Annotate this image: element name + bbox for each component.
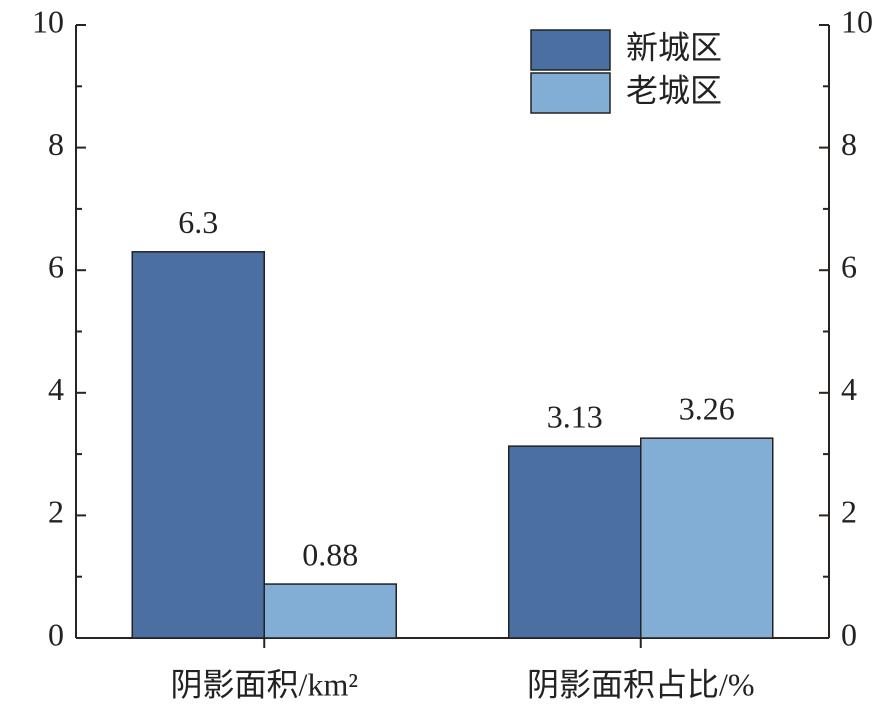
y-tick-label: 8	[48, 126, 64, 162]
legend-swatch	[530, 29, 611, 71]
bar	[131, 251, 265, 639]
legend-label: 新城区	[626, 29, 722, 65]
value-label: 6.3	[178, 204, 218, 240]
y-tick-label: 10	[32, 3, 64, 39]
y2-tick-label: 0	[841, 616, 857, 652]
value-label: 3.26	[679, 391, 735, 427]
y-tick-label: 0	[48, 616, 64, 652]
x-tick-label: 阴影面积/km²	[171, 666, 358, 702]
bar	[508, 445, 642, 639]
y2-tick-label: 6	[841, 249, 857, 285]
legend-label: 老城区	[626, 72, 722, 108]
y-tick-label: 6	[48, 249, 64, 285]
value-label: 3.13	[547, 398, 603, 434]
y-tick-label: 4	[48, 371, 64, 407]
value-label: 0.88	[302, 536, 358, 572]
y2-tick-label: 10	[841, 3, 873, 39]
bar	[640, 437, 774, 639]
y2-tick-label: 8	[841, 126, 857, 162]
y-tick-label: 2	[48, 494, 64, 530]
legend-swatch	[530, 72, 611, 114]
x-tick-label: 阴影面积占比/%	[527, 666, 755, 702]
y2-tick-label: 4	[841, 371, 857, 407]
bar	[263, 583, 397, 639]
y2-tick-label: 2	[841, 494, 857, 530]
